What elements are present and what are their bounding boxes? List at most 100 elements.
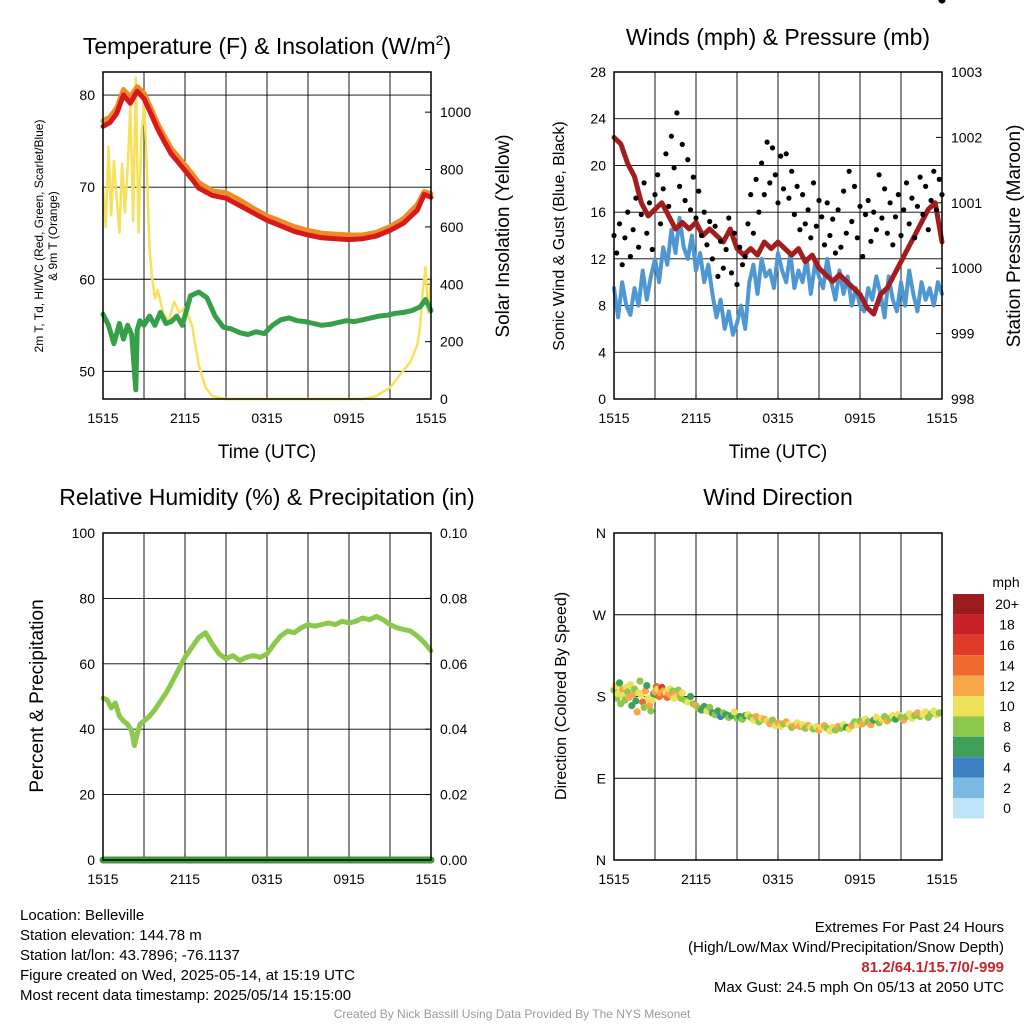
wind-x-tick-label: 0315	[762, 410, 793, 426]
gust-point	[827, 232, 833, 239]
rh-y2-tick-label: 0.04	[440, 721, 467, 737]
wind-y2-tick-label: 999	[951, 326, 975, 342]
gust-point	[778, 153, 784, 159]
wind-y2-tick-label: 1003	[951, 64, 982, 80]
gust-point	[797, 227, 803, 233]
legend-swatch	[953, 675, 984, 696]
direction-point	[614, 690, 622, 698]
direction-point	[714, 707, 722, 715]
gust-point	[709, 256, 716, 262]
gust-point	[810, 180, 817, 186]
wind-y-tick-label: 16	[590, 204, 606, 220]
gust-point	[909, 195, 915, 201]
gust-point	[830, 216, 836, 222]
legend-label: 8	[1003, 719, 1011, 735]
pressure-y-axis-label: Station Pressure (Maroon)	[1004, 125, 1024, 348]
dir-y-tick-label: N	[596, 852, 606, 868]
gust-point	[614, 250, 620, 256]
legend-swatch	[953, 594, 984, 615]
legend-label: 4	[1003, 759, 1011, 775]
gust-point	[728, 270, 735, 276]
temperature-y-axis-label-line1: 2m T, Td, HI/WC (Red, Green, Scarlet/Blu…	[32, 120, 46, 353]
legend-label: 20+	[995, 596, 1019, 612]
gust-point	[666, 203, 672, 209]
extremes-values: 81.2/64.1/15.7/0/-999	[861, 959, 1004, 976]
dir-x-tick-label: 1515	[926, 871, 957, 887]
gust-point	[895, 192, 901, 198]
direction-point	[935, 709, 943, 717]
legend-swatch	[953, 798, 984, 819]
direction-point	[639, 698, 647, 706]
gust-point	[627, 253, 634, 260]
gust-point	[737, 244, 743, 250]
solar-y-axis-label: Solar Insolation (Yellow)	[493, 134, 514, 337]
gust-point	[887, 200, 893, 206]
gust-point	[923, 183, 929, 189]
legend-swatch	[953, 655, 984, 676]
legend-swatch	[953, 614, 984, 635]
gust-point	[742, 253, 748, 260]
legend-label: 6	[1003, 739, 1011, 755]
rh-x-tick-label: 2115	[170, 871, 200, 887]
rh-x-tick-label: 1515	[87, 871, 118, 887]
gust-point	[652, 192, 658, 198]
gust-point	[890, 242, 896, 248]
gust-point	[933, 207, 940, 213]
direction-point	[648, 696, 656, 704]
gust-point	[715, 273, 721, 279]
gust-point	[753, 176, 759, 182]
wind-grid	[654, 72, 902, 399]
gust-point	[671, 165, 677, 171]
direction-point	[647, 707, 655, 715]
gust-point	[857, 203, 863, 209]
gust-point	[641, 180, 647, 186]
gust-point	[843, 230, 849, 236]
wind-y2-tick-label: 998	[951, 391, 975, 407]
wind-y2-tick-label: 1002	[951, 129, 982, 145]
legend-label: 10	[999, 698, 1015, 714]
direction-point	[706, 703, 714, 712]
rh-y2-tick-label: 0.02	[440, 787, 467, 803]
wind-panel: Winds (mph) & Pressure (mb) Time (UTC) S…	[551, 24, 1024, 463]
direction-point	[636, 677, 644, 685]
dir-x-tick-label: 2115	[681, 871, 711, 887]
direction-y-axis-label: Direction (Colored By Speed)	[553, 592, 570, 800]
direction-point	[643, 682, 651, 690]
gust-point	[903, 180, 910, 186]
wind-x-tick-label: 0915	[844, 410, 875, 426]
rh-y2-tick-label: 0.10	[440, 525, 467, 541]
dewpoint-line	[100, 289, 434, 393]
gust-point	[772, 172, 778, 178]
dir-y-tick-label: E	[597, 770, 606, 786]
gust-point	[759, 160, 765, 166]
direction-point	[752, 712, 760, 721]
gust-point	[821, 242, 828, 248]
gust-point	[655, 172, 661, 178]
legend-label: 12	[999, 678, 1015, 694]
gust-point	[884, 230, 890, 236]
temperature-x-axis-label: Time (UTC)	[218, 442, 317, 463]
gust-point	[701, 209, 707, 215]
wind-x-tick-label: 1515	[598, 410, 629, 426]
wind-y-tick-label: 28	[590, 64, 606, 80]
gust-point	[704, 242, 710, 248]
gust-point	[633, 195, 639, 201]
gust-point	[698, 232, 705, 239]
temp-y2-tick-label: 800	[440, 162, 464, 178]
legend-swatch	[953, 757, 984, 778]
gust-point	[657, 221, 664, 227]
gust-point	[625, 209, 631, 215]
legend-label: 2	[1003, 780, 1011, 796]
extremes-info: Extremes For Past 24 Hours (High/Low/Max…	[688, 918, 1004, 998]
gust-point	[707, 218, 713, 225]
gust-point	[677, 183, 683, 189]
gust-point	[813, 223, 819, 229]
gust-point	[854, 235, 860, 241]
gust-point	[898, 232, 904, 239]
rh-y-tick-label: 80	[79, 590, 95, 606]
legend-swatch	[953, 736, 984, 758]
station-info: Location: Belleville Station elevation: …	[20, 906, 355, 1006]
gust-point	[619, 262, 625, 268]
dir-plot-border	[613, 532, 943, 861]
